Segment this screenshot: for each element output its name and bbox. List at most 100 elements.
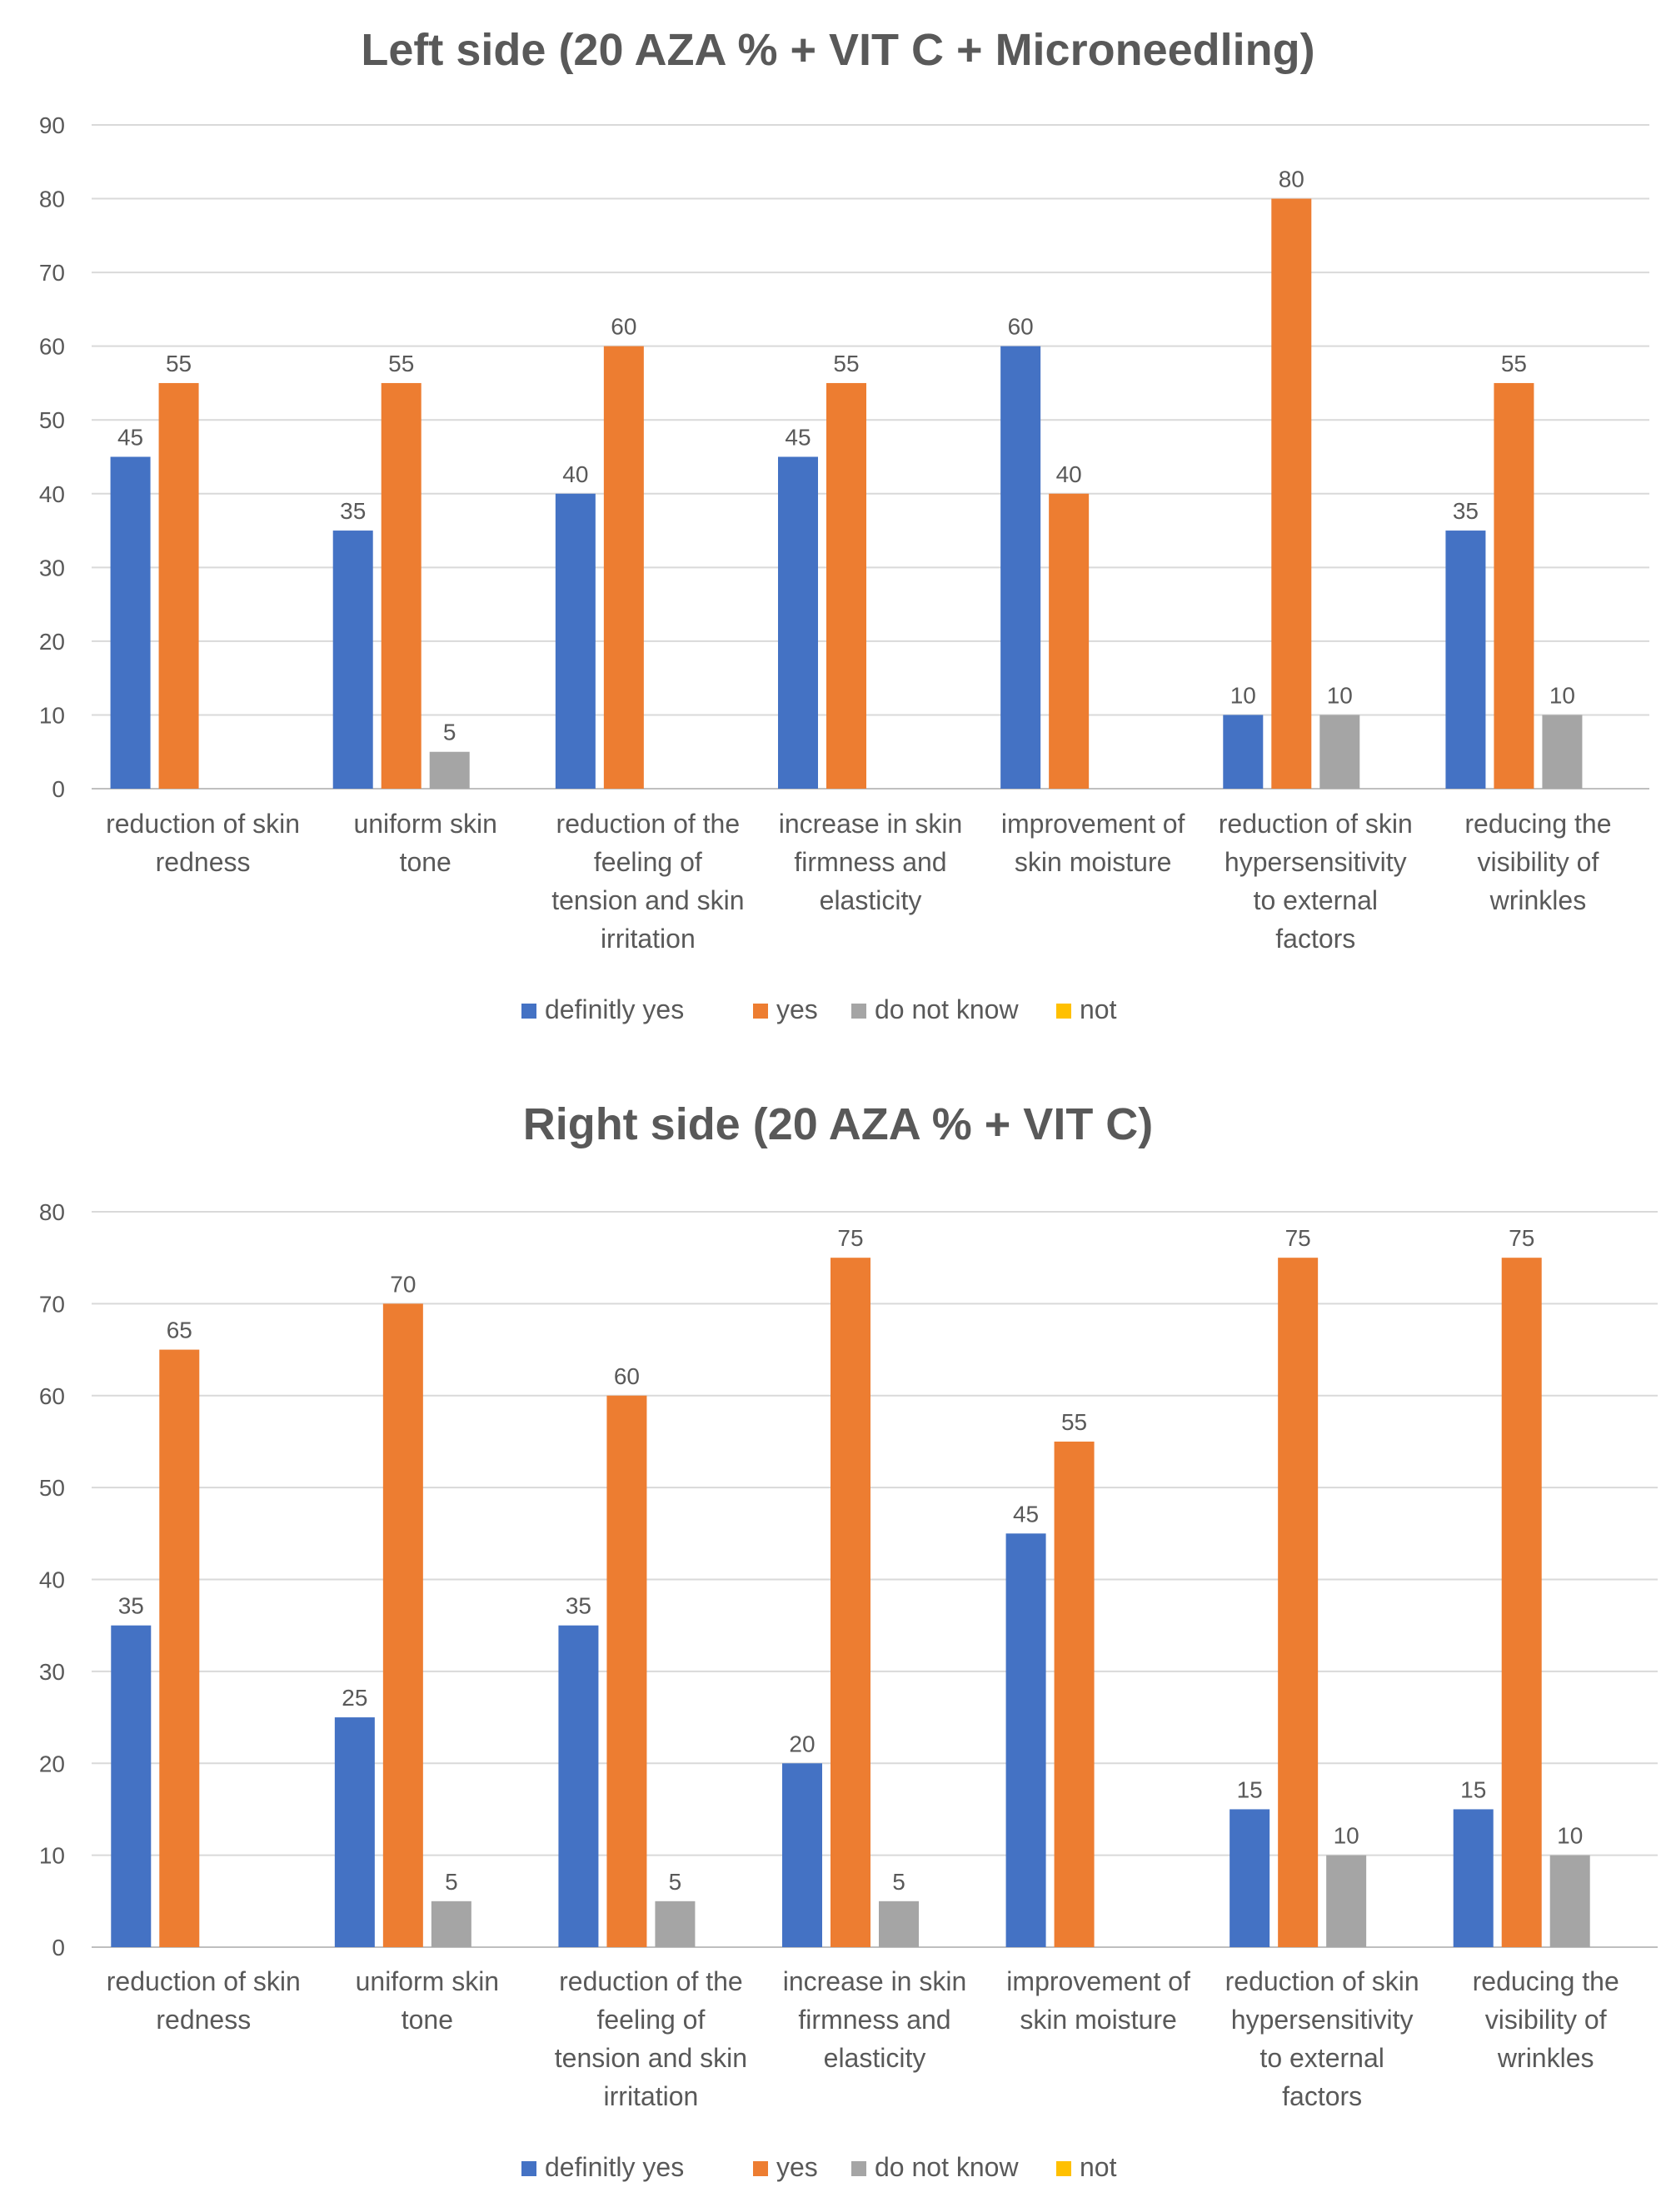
y-tick-label: 80 xyxy=(39,187,65,212)
data-label: 25 xyxy=(342,1685,367,1711)
bar-yes xyxy=(1049,493,1090,789)
data-label: 60 xyxy=(1008,314,1034,340)
data-label: 75 xyxy=(1509,1225,1534,1251)
data-label: 80 xyxy=(1279,167,1304,192)
data-label: 5 xyxy=(669,1869,682,1895)
y-tick-label: 60 xyxy=(39,334,65,360)
y-tick-label: 70 xyxy=(39,260,65,286)
y-tick-label: 0 xyxy=(52,776,65,802)
legend-label: do not know xyxy=(875,994,1019,1024)
data-label: 10 xyxy=(1327,682,1353,708)
data-label: 5 xyxy=(443,720,456,745)
bar-yes xyxy=(159,1349,200,1947)
bar-yes xyxy=(831,1258,870,1947)
bar-definitly-yes xyxy=(1223,715,1264,789)
legend-item: yes xyxy=(753,2152,818,2182)
bar-definitly-yes xyxy=(110,456,151,789)
bar-definitly-yes xyxy=(1445,531,1486,789)
category-label: uniform skin tone xyxy=(353,809,497,877)
legend-swatch xyxy=(521,1004,536,1019)
bar-yes xyxy=(1501,1258,1542,1947)
bar-definitly-yes xyxy=(782,1763,822,1947)
data-label: 10 xyxy=(1549,682,1575,708)
data-label: 15 xyxy=(1237,1776,1263,1802)
bar-definitly-yes xyxy=(332,531,373,789)
y-tick-label: 60 xyxy=(39,1383,65,1409)
data-label: 35 xyxy=(566,1593,591,1619)
data-label: 15 xyxy=(1460,1776,1486,1802)
y-tick-label: 20 xyxy=(39,1751,65,1776)
data-label: 55 xyxy=(166,351,192,376)
data-label: 40 xyxy=(562,461,588,487)
y-tick-label: 40 xyxy=(39,481,65,507)
bar-yes xyxy=(1271,198,1312,790)
legend-item: definitly yes xyxy=(521,2152,684,2182)
data-label: 45 xyxy=(785,425,811,451)
data-label: 55 xyxy=(1501,351,1527,376)
data-label: 60 xyxy=(611,314,636,340)
data-label: 45 xyxy=(117,425,143,451)
right-side-chart: Right side (20 AZA % + VIT C) 0 10 20 30 40 50… xyxy=(39,1099,1658,2182)
legend-label: yes xyxy=(776,994,818,1024)
category-label: reducing the visibility of wrinkles xyxy=(1464,809,1611,915)
legend-item: not xyxy=(1056,2152,1117,2182)
legend-swatch xyxy=(851,1004,866,1019)
y-tick-label: 80 xyxy=(39,1199,65,1225)
category-label: reduction of skin hypersensitivity to exte… xyxy=(1219,809,1413,954)
y-tick-label: 40 xyxy=(39,1567,65,1593)
bar-yes xyxy=(1054,1441,1095,1947)
data-label: 75 xyxy=(1285,1225,1311,1251)
category-label: improvement of skin moisture xyxy=(1006,1966,1190,2035)
legend-swatch xyxy=(753,2161,768,2176)
data-label: 35 xyxy=(1453,498,1479,524)
bar-yes xyxy=(1494,382,1534,789)
y-tick-label: 10 xyxy=(39,702,65,728)
bar-do-not-know xyxy=(429,751,470,789)
legend-label: not xyxy=(1080,994,1117,1024)
category-label: reduction of the feeling of tension and sk… xyxy=(555,1966,747,2111)
data-label: 10 xyxy=(1230,682,1256,708)
data-label: 5 xyxy=(445,1869,458,1895)
y-tick-label: 0 xyxy=(52,1935,65,1960)
legend-label: definitly yes xyxy=(545,994,684,1024)
data-label: 60 xyxy=(614,1363,640,1389)
bar-definitly-yes xyxy=(1453,1809,1494,1947)
data-label: 20 xyxy=(789,1731,815,1756)
data-label: 35 xyxy=(118,1593,144,1619)
category-label: reducing the visibility of wrinkles xyxy=(1473,1966,1619,2073)
left-side-chart: Left side (20 AZA % + VIT C + Microneedl… xyxy=(39,25,1649,1024)
y-tick-label: 30 xyxy=(39,1659,65,1685)
bar-do-not-know xyxy=(1549,1855,1590,1947)
y-tick-label: 90 xyxy=(39,112,65,138)
data-label: 55 xyxy=(833,351,859,376)
y-tick-label: 70 xyxy=(39,1291,65,1317)
bar-yes xyxy=(381,382,421,789)
bar-definitly-yes xyxy=(778,456,818,789)
data-label: 40 xyxy=(1056,461,1082,487)
bar-do-not-know xyxy=(655,1901,696,1947)
legend-swatch xyxy=(753,1004,768,1019)
category-label: reduction of skin redness xyxy=(106,809,300,877)
legend-label: yes xyxy=(776,2152,818,2182)
y-tick-label: 30 xyxy=(39,555,65,580)
bar-do-not-know xyxy=(431,1901,471,1947)
category-label: reduction of the feeling of tension and sk… xyxy=(551,809,744,954)
bar-yes xyxy=(603,346,644,790)
data-label: 35 xyxy=(340,498,366,524)
category-label: reduction of skin redness xyxy=(107,1966,301,2035)
bar-yes xyxy=(1278,1258,1319,1947)
bar-do-not-know xyxy=(1319,715,1360,789)
bar-yes xyxy=(382,1303,423,1947)
y-tick-label: 50 xyxy=(39,407,65,433)
legend-item: do not know xyxy=(851,994,1019,1024)
bar-definitly-yes xyxy=(1230,1809,1270,1947)
bar-do-not-know xyxy=(879,1901,919,1947)
bar-do-not-know xyxy=(1542,715,1583,789)
legend-label: do not know xyxy=(875,2152,1019,2182)
legend-item: do not know xyxy=(851,2152,1019,2182)
legend-item: definitly yes xyxy=(521,994,684,1024)
bar-definitly-yes xyxy=(1005,1533,1046,1947)
category-label: uniform skin tone xyxy=(356,1966,500,2035)
chart-title: Right side (20 AZA % + VIT C) xyxy=(523,1099,1154,1149)
